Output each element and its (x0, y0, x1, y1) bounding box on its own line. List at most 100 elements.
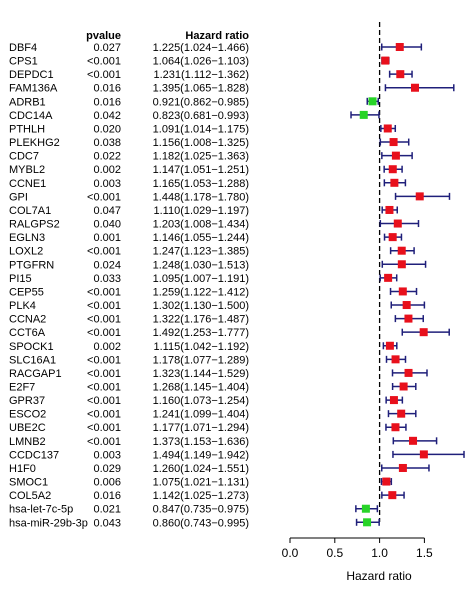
table-row: PTGFRN 0.024 1.248(1.030−1.513) (9, 259, 249, 271)
row-pvalue: <0.001 (87, 382, 121, 394)
forest-mark (381, 56, 390, 65)
hr-point-risk (398, 463, 407, 472)
hr-point-risk (410, 83, 419, 92)
row-hazard-ratio: 1.373(1.153−1.636) (153, 436, 249, 448)
row-hazard-ratio: 1.182(1.025−1.363) (153, 151, 249, 163)
hr-point-protective (363, 518, 372, 527)
forest-mark (389, 246, 415, 255)
forest-mark (355, 518, 380, 527)
row-hazard-ratio: 1.146(1.055−1.244) (153, 232, 249, 244)
forest-mark (385, 396, 404, 405)
row-hazard-ratio: 1.147(1.051−1.251) (153, 164, 249, 176)
table-row: PLEKHG2 0.038 1.156(1.008−1.325) (9, 137, 249, 149)
row-pvalue: <0.001 (87, 286, 121, 298)
hr-point-protective (361, 504, 370, 513)
row-name: CPS1 (9, 56, 38, 68)
hr-point-risk (383, 124, 392, 133)
row-hazard-ratio: 1.156(1.008−1.325) (153, 137, 249, 149)
forest-mark (391, 382, 417, 391)
row-name: E2F7 (9, 382, 35, 394)
forest-mark (390, 301, 426, 310)
hr-point-risk (419, 328, 428, 337)
hr-point-risk (398, 287, 407, 296)
row-pvalue: 0.038 (93, 137, 121, 149)
row-hazard-ratio: 0.847(0.735−0.975) (153, 504, 249, 516)
row-name: hsa-miR-29b-3p (9, 517, 88, 529)
row-hazard-ratio: 1.165(1.053−1.288) (153, 178, 249, 190)
forest-mark (383, 178, 407, 187)
x-axis: 0.0 0.5 1.0 1.5 (282, 537, 433, 560)
row-name: UBE2C (9, 422, 46, 434)
forest-mark (380, 477, 393, 486)
row-name: H1F0 (9, 463, 36, 475)
row-hazard-ratio: 1.142(1.025−1.273) (153, 490, 249, 502)
row-pvalue: <0.001 (87, 368, 121, 380)
row-hazard-ratio: 1.178(1.077−1.289) (153, 354, 249, 366)
table-row: LOXL2 <0.001 1.247(1.123−1.385) (9, 246, 249, 258)
row-pvalue: <0.001 (87, 69, 121, 81)
forest-mark (392, 436, 438, 445)
forest-mark (381, 260, 427, 269)
forest-mark (394, 314, 424, 323)
row-hazard-ratio: 1.323(1.144−1.529) (153, 368, 249, 380)
table-row: E2F7 <0.001 1.268(1.145−1.404) (9, 382, 249, 394)
row-hazard-ratio: 1.492(1.253−1.777) (153, 327, 249, 339)
row-hazard-ratio: 1.248(1.030−1.513) (153, 259, 249, 271)
row-name: PTHLH (9, 123, 45, 135)
hazard-ratio-header: Hazard ratio (185, 30, 249, 42)
hr-point-risk (409, 436, 418, 445)
forest-mark (388, 70, 413, 79)
forest-mark (381, 43, 423, 51)
row-name: SPOCK1 (9, 341, 54, 353)
row-hazard-ratio: 1.075(1.021−1.131) (153, 477, 249, 489)
row-pvalue: 0.003 (93, 178, 121, 190)
hr-point-risk (390, 178, 399, 187)
row-hazard-ratio: 1.260(1.024−1.551) (153, 463, 249, 475)
pvalue-header: pvalue (86, 30, 121, 42)
hr-point-risk (395, 43, 404, 51)
row-hazard-ratio: 1.302(1.130−1.500) (153, 300, 249, 312)
row-name: PTGFRN (9, 259, 54, 271)
hr-point-risk (404, 314, 413, 323)
table-row: CEP55 <0.001 1.259(1.122−1.412) (9, 286, 249, 298)
row-pvalue: <0.001 (87, 395, 121, 407)
hr-point-protective (368, 97, 377, 106)
hr-point-risk (397, 409, 406, 418)
row-name: EGLN3 (9, 232, 45, 244)
row-pvalue: 0.006 (93, 477, 121, 489)
forest-mark (392, 450, 465, 459)
row-pvalue: <0.001 (87, 300, 121, 312)
table-row: ADRB1 0.016 0.921(0.862−0.985) (9, 96, 249, 108)
forest-rows: DBF4 0.027 1.225(1.024−1.466) CPS1 <0.001 1.0… (9, 42, 249, 529)
row-name: FAM136A (9, 83, 58, 95)
row-name: PLEKHG2 (9, 137, 60, 149)
hr-point-risk (385, 341, 394, 350)
table-row: UBE2C <0.001 1.177(1.071−1.294) (9, 422, 249, 434)
row-hazard-ratio: 1.110(1.029−1.197) (153, 205, 249, 217)
row-hazard-ratio: 0.823(0.681−0.993) (153, 110, 249, 122)
row-name: RALGPS2 (9, 219, 60, 231)
row-pvalue: 0.021 (93, 504, 121, 516)
hr-point-risk (391, 151, 400, 160)
table-row: DBF4 0.027 1.225(1.024−1.466) (9, 42, 249, 54)
row-pvalue: 0.022 (93, 151, 121, 163)
row-pvalue: 0.024 (93, 259, 121, 271)
row-pvalue: 0.016 (93, 83, 121, 95)
hr-point-risk (391, 355, 400, 364)
forest-mark (382, 341, 398, 350)
row-name: LMNB2 (9, 436, 46, 448)
row-name: DBF4 (9, 42, 37, 54)
row-name: ESCO2 (9, 409, 46, 421)
row-pvalue: 0.002 (93, 341, 121, 353)
hr-point-risk (397, 260, 406, 269)
forest-mark (381, 151, 413, 160)
x-tick-label: 1.0 (371, 546, 388, 560)
forest-mark (401, 328, 450, 337)
forest-mark (383, 165, 403, 174)
row-name: CCDC137 (9, 449, 59, 461)
row-name: RACGAP1 (9, 368, 62, 380)
row-hazard-ratio: 1.177(1.071−1.294) (153, 422, 249, 434)
forest-marks (350, 22, 465, 527)
forest-mark (380, 124, 397, 133)
